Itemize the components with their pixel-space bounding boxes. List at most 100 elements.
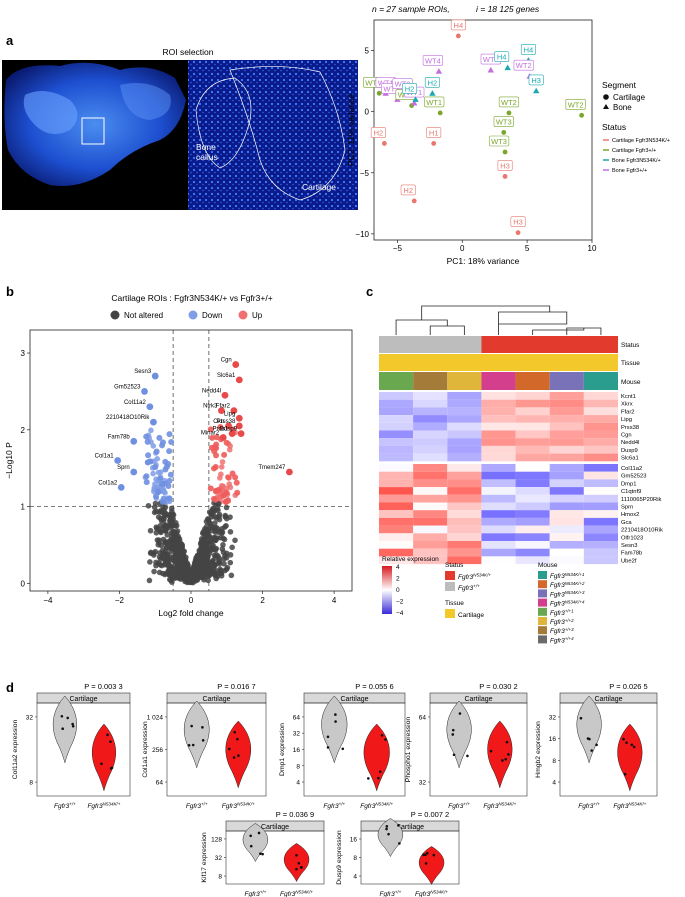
heatmap-legend-tissue-swatch xyxy=(445,609,455,618)
violin-point xyxy=(452,753,456,757)
violin-shape xyxy=(576,695,602,764)
heatmap-cell xyxy=(447,471,482,480)
pca-xtick-label: −5 xyxy=(393,244,403,253)
volcano-point xyxy=(183,562,190,569)
heatmap-cell xyxy=(413,392,448,400)
heatmap-cell xyxy=(583,407,618,416)
volcano-point xyxy=(182,556,189,562)
pca-point xyxy=(381,141,387,146)
violin-pvalue: P = 0.026 5 xyxy=(609,682,647,691)
heatmap-gene-label: Gca xyxy=(621,520,632,526)
pca-point xyxy=(515,230,521,236)
violin-point xyxy=(201,739,205,742)
violin-point xyxy=(424,862,428,865)
violin-point xyxy=(380,734,384,737)
pca-point xyxy=(533,87,540,94)
heatmap-cell xyxy=(447,510,482,518)
pca-point-label-box xyxy=(424,77,440,88)
volcano-title: Cartilage ROIs : Fgfr3N534K/+ vs Fgfr3+/… xyxy=(111,293,272,303)
heatmap-gene-label: Lipg xyxy=(621,417,632,423)
heatmap-cell xyxy=(379,407,414,416)
violin-xlabel-mut: Fgfr3N534K/+ xyxy=(87,802,120,810)
pca-point-label-box xyxy=(497,160,513,171)
violin-point xyxy=(377,776,380,780)
heatmap-cell xyxy=(583,525,618,534)
volcano-point xyxy=(157,507,164,514)
volcano-point xyxy=(223,485,230,492)
volcano-labelled-point xyxy=(117,483,125,491)
volcano-point xyxy=(176,563,183,570)
heatmap-legend-mouse-5: Fgfr3+/+2 xyxy=(550,618,574,626)
heatmap-legend-mouse-0: Fgfr3N534K/+1 xyxy=(550,572,585,580)
volcano-point xyxy=(227,514,233,520)
pca-plot: −5 0 5 10 5 0 −5 −10 PC1: 18% variance PC2: 11% v… xyxy=(346,19,597,266)
violin-point xyxy=(71,722,74,726)
volcano-point xyxy=(213,524,219,531)
violin-point xyxy=(588,737,591,741)
heatmap-legend-mouse-swatch xyxy=(538,598,547,607)
pca-point-label: H4 xyxy=(497,53,507,62)
violin-plot-6: P = 0.007 2 Cartilage 16 8 4 Dusp9 expression… xyxy=(336,810,460,897)
pca-point xyxy=(487,66,494,73)
volcano-point-sig xyxy=(207,426,214,433)
heatmap-gene-label: Fam78b xyxy=(621,551,642,557)
violin-shape xyxy=(283,843,310,883)
volcano-point xyxy=(158,517,165,524)
heatmap-cell xyxy=(549,471,584,480)
heatmap-cell xyxy=(481,525,516,534)
violin-plot-3: P = 0.030 2 Cartilage 64 32 Phospho1 express… xyxy=(405,682,528,810)
heatmap-mouse-cell xyxy=(379,372,414,390)
heatmap-cell xyxy=(413,422,448,431)
heatmap-gene-label: Sprn xyxy=(621,505,633,511)
volcano-gene-label: Ntrk3 xyxy=(203,404,218,410)
heatmap-cell xyxy=(413,430,448,439)
pca-point xyxy=(435,68,443,74)
violin-point xyxy=(458,712,462,715)
pca-xtick-label: 5 xyxy=(525,244,530,253)
volcano-point xyxy=(159,570,166,577)
volcano-point-sig xyxy=(167,471,174,478)
pca-point-label: H4 xyxy=(454,21,464,30)
violin-pvalue: P = 0.055 6 xyxy=(355,682,393,691)
volcano-point xyxy=(213,536,219,542)
volcano-point xyxy=(191,573,198,580)
volcano-gene-label: Sprn xyxy=(117,465,130,471)
volcano-point xyxy=(168,505,175,512)
roi-selection-title: ROI selection xyxy=(162,47,213,57)
pca-legend-status-title: Status xyxy=(602,122,626,132)
heatmap-cell xyxy=(515,510,550,518)
heatmap-cell xyxy=(549,399,584,408)
pca-legend-segment-0: Cartilage xyxy=(613,93,646,102)
heatmap-cell xyxy=(447,548,482,557)
violin-plots: P = 0.003 3 Cartilage 32 8 Col11a2 expressio… xyxy=(12,682,658,897)
violin-xlabel-mut: Fgfr3N534K/+ xyxy=(280,890,313,897)
heatmap-cell xyxy=(413,415,448,423)
heatmap-cell xyxy=(515,422,550,431)
heatmap-cell xyxy=(413,525,448,534)
pca-point-label-box xyxy=(400,184,416,196)
pca-point-label: H3 xyxy=(500,161,510,170)
pca-point-label-box xyxy=(520,44,536,55)
heatmap-cell xyxy=(413,445,448,454)
volcano-point xyxy=(212,520,218,526)
violin-point xyxy=(295,867,298,871)
volcano-ytick-label: 0 xyxy=(21,579,26,588)
heatmap-cell xyxy=(379,438,414,446)
volcano-gene-label: Fam78b xyxy=(108,434,131,440)
heatmap-legend-mouse-2: Fgfr3N534K/+3 xyxy=(550,590,585,598)
volcano-point xyxy=(203,553,210,559)
volcano-gene-label: Cgn xyxy=(221,358,232,364)
violin-facet-label: Cartilage xyxy=(261,824,289,831)
violin-ylabel: Phospho1 expression xyxy=(405,717,412,783)
volcano-gene-label: Dusp9 xyxy=(220,427,238,433)
pca-point-label: WT4 xyxy=(425,56,441,65)
violin-point xyxy=(466,754,469,758)
violin-point xyxy=(501,759,504,762)
volcano-point xyxy=(232,537,238,544)
volcano-ytick-label: 2 xyxy=(21,426,26,435)
volcano-point-sig xyxy=(215,486,222,493)
heatmap-cell xyxy=(481,407,516,416)
volcano-point xyxy=(223,504,230,511)
pca-point-label: WT2 xyxy=(516,61,532,70)
heatmap-cell xyxy=(515,502,550,511)
